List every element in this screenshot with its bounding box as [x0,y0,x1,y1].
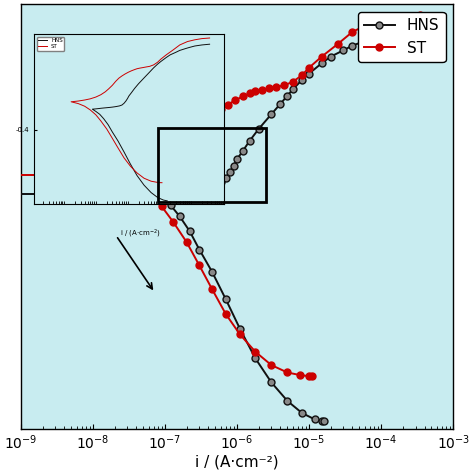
Legend: HNS, ST: HNS, ST [358,12,446,62]
Bar [158,128,266,201]
X-axis label: i / (A·cm⁻²): i / (A·cm⁻²) [195,455,279,470]
Text: i / (A$\cdot$cm$^{-2}$): i / (A$\cdot$cm$^{-2}$) [120,228,161,240]
